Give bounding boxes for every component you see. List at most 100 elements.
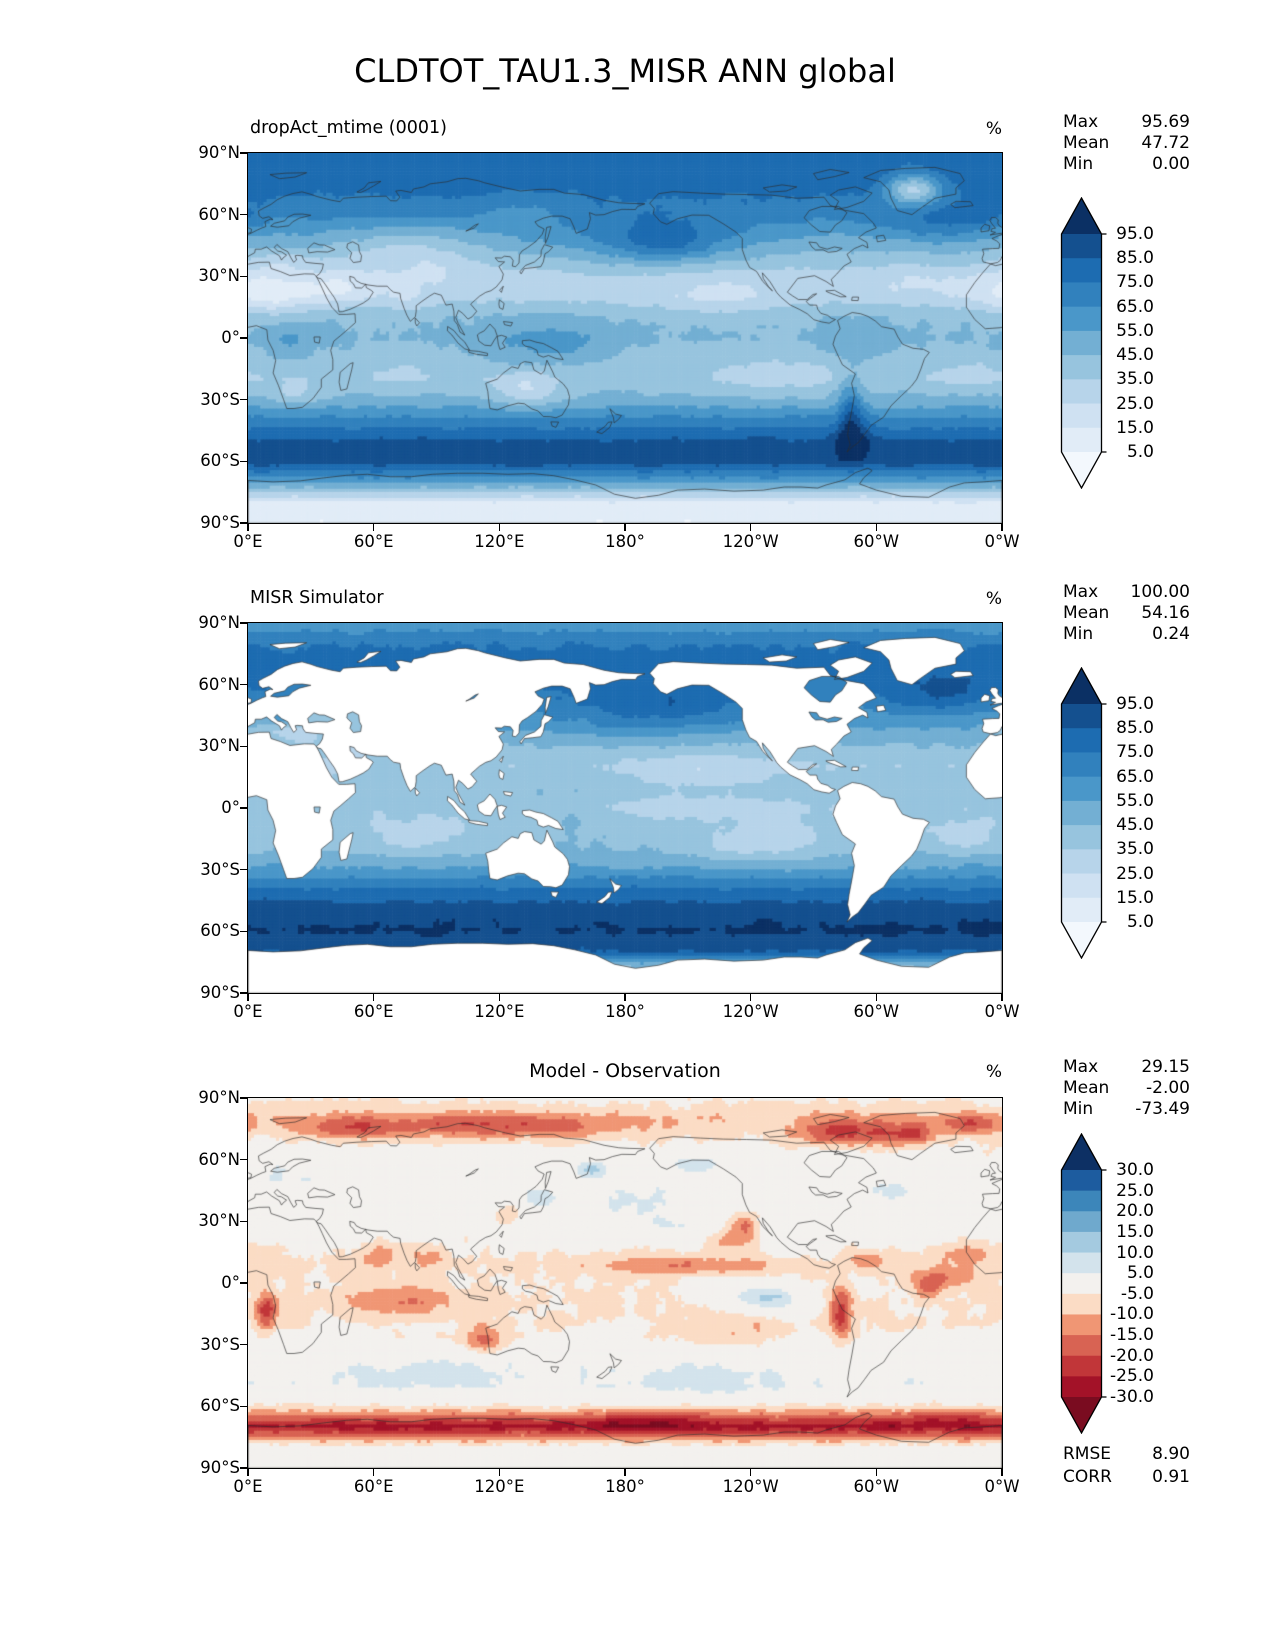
colorbar-tick-label: 15.0 <box>1116 417 1154 438</box>
x-tick-label: 120°E <box>474 532 525 551</box>
y-tick-label: 30°S <box>200 389 240 409</box>
y-tick-label: 60°S <box>200 1396 240 1416</box>
colorbar-tick-label: 55.0 <box>1116 320 1154 341</box>
y-tick-mark <box>240 460 247 463</box>
colorbar-tick-label: 75.0 <box>1116 272 1154 293</box>
stat-row-max: Max 95.69 <box>1063 112 1190 132</box>
y-tick-label: 0° <box>221 328 240 348</box>
metric-label: CORR <box>1063 1467 1112 1487</box>
stat-row-max: Max 29.15 <box>1063 1057 1190 1077</box>
colorbar-tick-label: 65.0 <box>1116 296 1154 317</box>
x-tick-mark <box>498 994 501 1001</box>
stat-row-min: Min -73.49 <box>1063 1099 1190 1119</box>
stat-row-mean: Mean 47.72 <box>1063 133 1190 153</box>
colorbar-tick-label: 35.0 <box>1116 839 1154 860</box>
panel-title-model: dropAct_mtime (0001) <box>250 118 447 138</box>
x-tick-label: 120°E <box>474 1002 525 1021</box>
x-tick-label: 180° <box>605 1477 645 1496</box>
stat-value: 100.00 <box>1130 582 1190 602</box>
stat-row-mean: Mean 54.16 <box>1063 603 1190 623</box>
y-tick-label: 30°S <box>200 1334 240 1354</box>
y-tick-mark <box>240 1405 247 1408</box>
x-tick-mark <box>750 994 752 1001</box>
y-tick-label: 60°N <box>198 674 240 694</box>
y-tick-label: 60°S <box>200 451 240 471</box>
stat-label: Mean <box>1063 1078 1110 1098</box>
colorbar-tick-label: 5.0 <box>1126 912 1154 932</box>
stat-label: Max <box>1063 112 1099 132</box>
y-tick-label: 60°N <box>198 204 240 224</box>
stat-value: 29.15 <box>1141 1057 1190 1077</box>
y-tick-mark <box>240 1467 247 1469</box>
units-label-diff: % <box>985 1062 1002 1082</box>
y-tick-label: 30°N <box>198 1211 240 1231</box>
x-tick-mark <box>624 1469 626 1476</box>
y-tick-label: 60°N <box>198 1149 240 1169</box>
metric-value: 8.90 <box>1152 1444 1190 1464</box>
stat-value: 54.16 <box>1141 603 1190 623</box>
colorbar-tick-label: 25.0 <box>1116 393 1154 414</box>
units-label-model: % <box>985 119 1002 139</box>
colorbar-tick-label: -10.0 <box>1110 1304 1154 1325</box>
x-tick-label: 0°E <box>233 1477 263 1496</box>
colorbar-tick-label: 35.0 <box>1116 369 1154 390</box>
y-tick-label: 90°S <box>200 513 240 533</box>
y-tick-label: 0° <box>221 1273 240 1293</box>
stat-value: 95.69 <box>1141 112 1190 132</box>
colorbar-tick-label: 30.0 <box>1116 1160 1154 1180</box>
stat-row-mean: Mean -2.00 <box>1063 1078 1190 1098</box>
y-tick-label: 60°S <box>200 921 240 941</box>
colorbar-tick-label: 25.0 <box>1116 1180 1154 1201</box>
y-tick-mark <box>240 522 247 524</box>
colorbar-tick-label: 5.0 <box>1126 442 1154 462</box>
x-tick-mark <box>498 1469 501 1476</box>
y-tick-label: 90°N <box>198 613 240 633</box>
colorbar-tick-label: 95.0 <box>1116 694 1154 714</box>
stat-value: -2.00 <box>1146 1078 1190 1098</box>
panel-title-diff: Model - Observation <box>529 1060 721 1082</box>
x-tick-mark <box>247 524 249 531</box>
x-tick-label: 0°W <box>984 1002 1020 1021</box>
x-tick-mark <box>247 994 249 1001</box>
colorbar-tick-label: 5.0 <box>1126 1263 1154 1284</box>
colorbar-tick-label: -20.0 <box>1110 1345 1154 1366</box>
map-canvas-diff <box>248 1098 1002 1468</box>
metric-row-corr: CORR 0.91 <box>1063 1467 1190 1487</box>
x-tick-label: 120°W <box>722 532 779 551</box>
x-tick-label: 60°W <box>853 532 900 551</box>
colorbar-tick-label: 75.0 <box>1116 742 1154 763</box>
x-tick-mark <box>498 524 501 531</box>
stat-value: -73.49 <box>1135 1099 1190 1119</box>
colorbar-2 <box>1060 1133 1107 1434</box>
stat-label: Min <box>1063 624 1094 644</box>
colorbar-tick-label: 85.0 <box>1116 248 1154 269</box>
stat-label: Mean <box>1063 133 1110 153</box>
x-tick-label: 60°W <box>853 1477 900 1496</box>
x-tick-label: 60°E <box>353 532 394 551</box>
colorbar-tick-label: 25.0 <box>1116 863 1154 884</box>
metric-row-rmse: RMSE 8.90 <box>1063 1444 1190 1464</box>
stat-value: 47.72 <box>1141 133 1190 153</box>
y-tick-label: 0° <box>221 798 240 818</box>
x-tick-mark <box>875 1469 878 1476</box>
stat-label: Max <box>1063 1057 1099 1077</box>
y-tick-mark <box>240 337 247 339</box>
y-tick-label: 90°N <box>198 143 240 163</box>
colorbar-tick-label: 95.0 <box>1116 224 1154 244</box>
x-tick-label: 0°E <box>233 1002 263 1021</box>
x-tick-label: 120°W <box>722 1477 779 1496</box>
x-tick-label: 120°E <box>474 1477 525 1496</box>
map-canvas-misr <box>248 623 1002 993</box>
colorbar-tick-label: 45.0 <box>1116 815 1154 836</box>
x-tick-mark <box>1001 994 1003 1001</box>
colorbar-tick-label: 55.0 <box>1116 790 1154 811</box>
colorbar-tick-label: -30.0 <box>1110 1387 1154 1407</box>
stat-label: Min <box>1063 154 1094 174</box>
panel-title-misr: MISR Simulator <box>250 588 384 608</box>
x-tick-mark <box>373 524 375 531</box>
y-tick-mark <box>240 1344 247 1346</box>
x-tick-mark <box>247 1469 249 1476</box>
y-tick-mark <box>240 807 247 809</box>
stat-row-max: Max 100.00 <box>1063 582 1190 602</box>
figure-title: CLDTOT_TAU1.3_MISR ANN global <box>354 52 896 90</box>
